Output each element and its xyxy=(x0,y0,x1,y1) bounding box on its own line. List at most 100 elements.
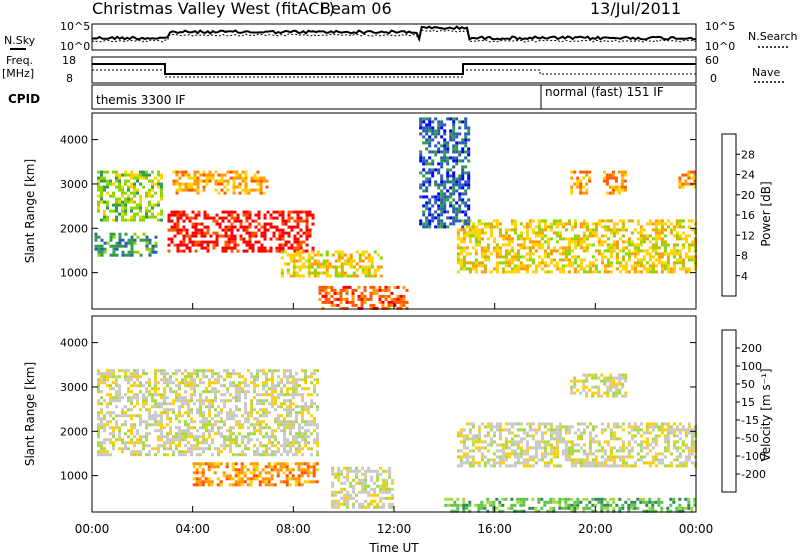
heatmap-cell xyxy=(207,462,211,466)
heatmap-cell xyxy=(633,464,637,468)
heatmap-cell xyxy=(169,429,172,433)
heatmap-cell xyxy=(275,246,279,250)
heatmap-cell xyxy=(582,231,586,235)
heatmap-cell xyxy=(209,240,213,244)
heatmap-cell xyxy=(630,240,634,244)
heatmap-cell xyxy=(684,434,688,438)
heatmap-cell xyxy=(179,210,183,214)
heatmap-cell xyxy=(115,218,118,222)
heatmap-cell xyxy=(564,425,568,429)
heatmap-cell xyxy=(434,198,438,202)
heatmap-cell xyxy=(399,303,403,307)
heatmap-cell xyxy=(216,462,220,466)
heatmap-cell xyxy=(226,438,229,442)
heatmap-cell xyxy=(229,411,232,415)
heatmap-cell xyxy=(639,446,643,450)
heatmap-cell xyxy=(440,150,444,154)
heatmap-cell xyxy=(370,469,374,473)
heatmap-cell xyxy=(594,234,598,238)
y-tick-label: 2000 xyxy=(60,425,88,438)
heatmap-cell xyxy=(468,237,472,241)
heatmap-cell xyxy=(157,182,160,186)
heatmap-cell xyxy=(100,244,104,248)
heatmap-cell xyxy=(519,234,523,238)
heatmap-cell xyxy=(263,213,267,217)
heatmap-cell xyxy=(681,440,685,444)
heatmap-cell xyxy=(142,232,146,236)
heatmap-cell xyxy=(591,243,595,247)
heatmap-cell xyxy=(286,253,290,257)
heatmap-cell xyxy=(289,369,292,373)
heatmap-cell xyxy=(531,231,535,235)
heatmap-cell xyxy=(208,444,211,448)
heatmap-cell xyxy=(468,261,472,265)
heatmap-cell xyxy=(286,399,289,403)
heatmap-cell xyxy=(519,437,523,441)
heatmap-cell xyxy=(130,185,133,189)
heatmap-cell xyxy=(440,126,444,130)
heatmap-cell xyxy=(281,243,285,247)
heatmap-cell xyxy=(331,253,335,257)
heatmap-cell xyxy=(660,252,664,256)
heatmap-cell xyxy=(666,443,670,447)
heatmap-cell xyxy=(555,261,559,265)
heatmap-cell xyxy=(672,252,676,256)
heatmap-cell xyxy=(467,138,471,142)
heatmap-cell xyxy=(283,250,287,254)
heatmap-cell xyxy=(573,243,577,247)
heatmap-cell xyxy=(212,219,216,223)
heatmap-cell xyxy=(178,438,181,442)
heatmap-cell xyxy=(567,452,571,456)
heatmap-cell xyxy=(393,303,397,307)
heatmap-cell xyxy=(558,500,562,504)
heatmap-cell xyxy=(268,393,271,397)
heatmap-cell xyxy=(232,396,235,400)
heatmap-cell xyxy=(224,231,228,235)
heatmap-cell xyxy=(537,458,541,462)
heatmap-cell xyxy=(264,471,268,475)
heatmap-cell xyxy=(585,270,589,274)
heatmap-cell xyxy=(253,179,257,183)
heatmap-cell xyxy=(258,471,262,475)
heatmap-cell xyxy=(570,170,574,174)
heatmap-cell xyxy=(179,231,183,235)
heatmap-cell xyxy=(312,471,316,475)
heatmap-cell xyxy=(121,369,124,373)
heatmap-cell xyxy=(259,369,262,373)
heatmap-cell xyxy=(229,450,232,454)
heatmap-cell xyxy=(160,185,163,189)
heatmap-cell xyxy=(274,396,277,400)
heatmap-cell xyxy=(205,441,208,445)
heatmap-cell xyxy=(213,471,217,475)
heatmap-cell xyxy=(303,468,307,472)
heatmap-cell xyxy=(286,378,289,382)
heatmap-cell xyxy=(549,422,553,426)
heatmap-cell xyxy=(522,464,526,468)
heatmap-cell xyxy=(455,213,459,217)
heatmap-cell xyxy=(275,225,279,229)
heatmap-cell xyxy=(316,265,320,269)
heatmap-cell xyxy=(611,191,615,195)
heatmap-cell xyxy=(564,228,568,232)
heatmap-cell xyxy=(212,246,216,250)
heatmap-cell xyxy=(283,399,286,403)
heatmap-cell xyxy=(428,225,432,229)
heatmap-cell xyxy=(130,372,133,376)
heatmap-cell xyxy=(245,213,249,217)
heatmap-cell xyxy=(97,387,100,391)
heatmap-cell xyxy=(501,428,505,432)
heatmap-cell xyxy=(312,474,316,478)
heatmap-cell xyxy=(200,231,204,235)
heatmap-cell xyxy=(431,168,435,172)
heatmap-cell xyxy=(390,297,394,301)
heatmap-cell xyxy=(139,408,142,412)
heatmap-cell xyxy=(579,182,583,186)
heatmap-cell xyxy=(172,182,176,186)
heatmap-cell xyxy=(307,268,311,272)
heatmap-cell xyxy=(363,285,367,289)
heatmap-cell xyxy=(684,270,688,274)
heatmap-cell xyxy=(154,429,157,433)
heatmap-cell xyxy=(455,132,459,136)
heatmap-cell xyxy=(459,240,463,244)
